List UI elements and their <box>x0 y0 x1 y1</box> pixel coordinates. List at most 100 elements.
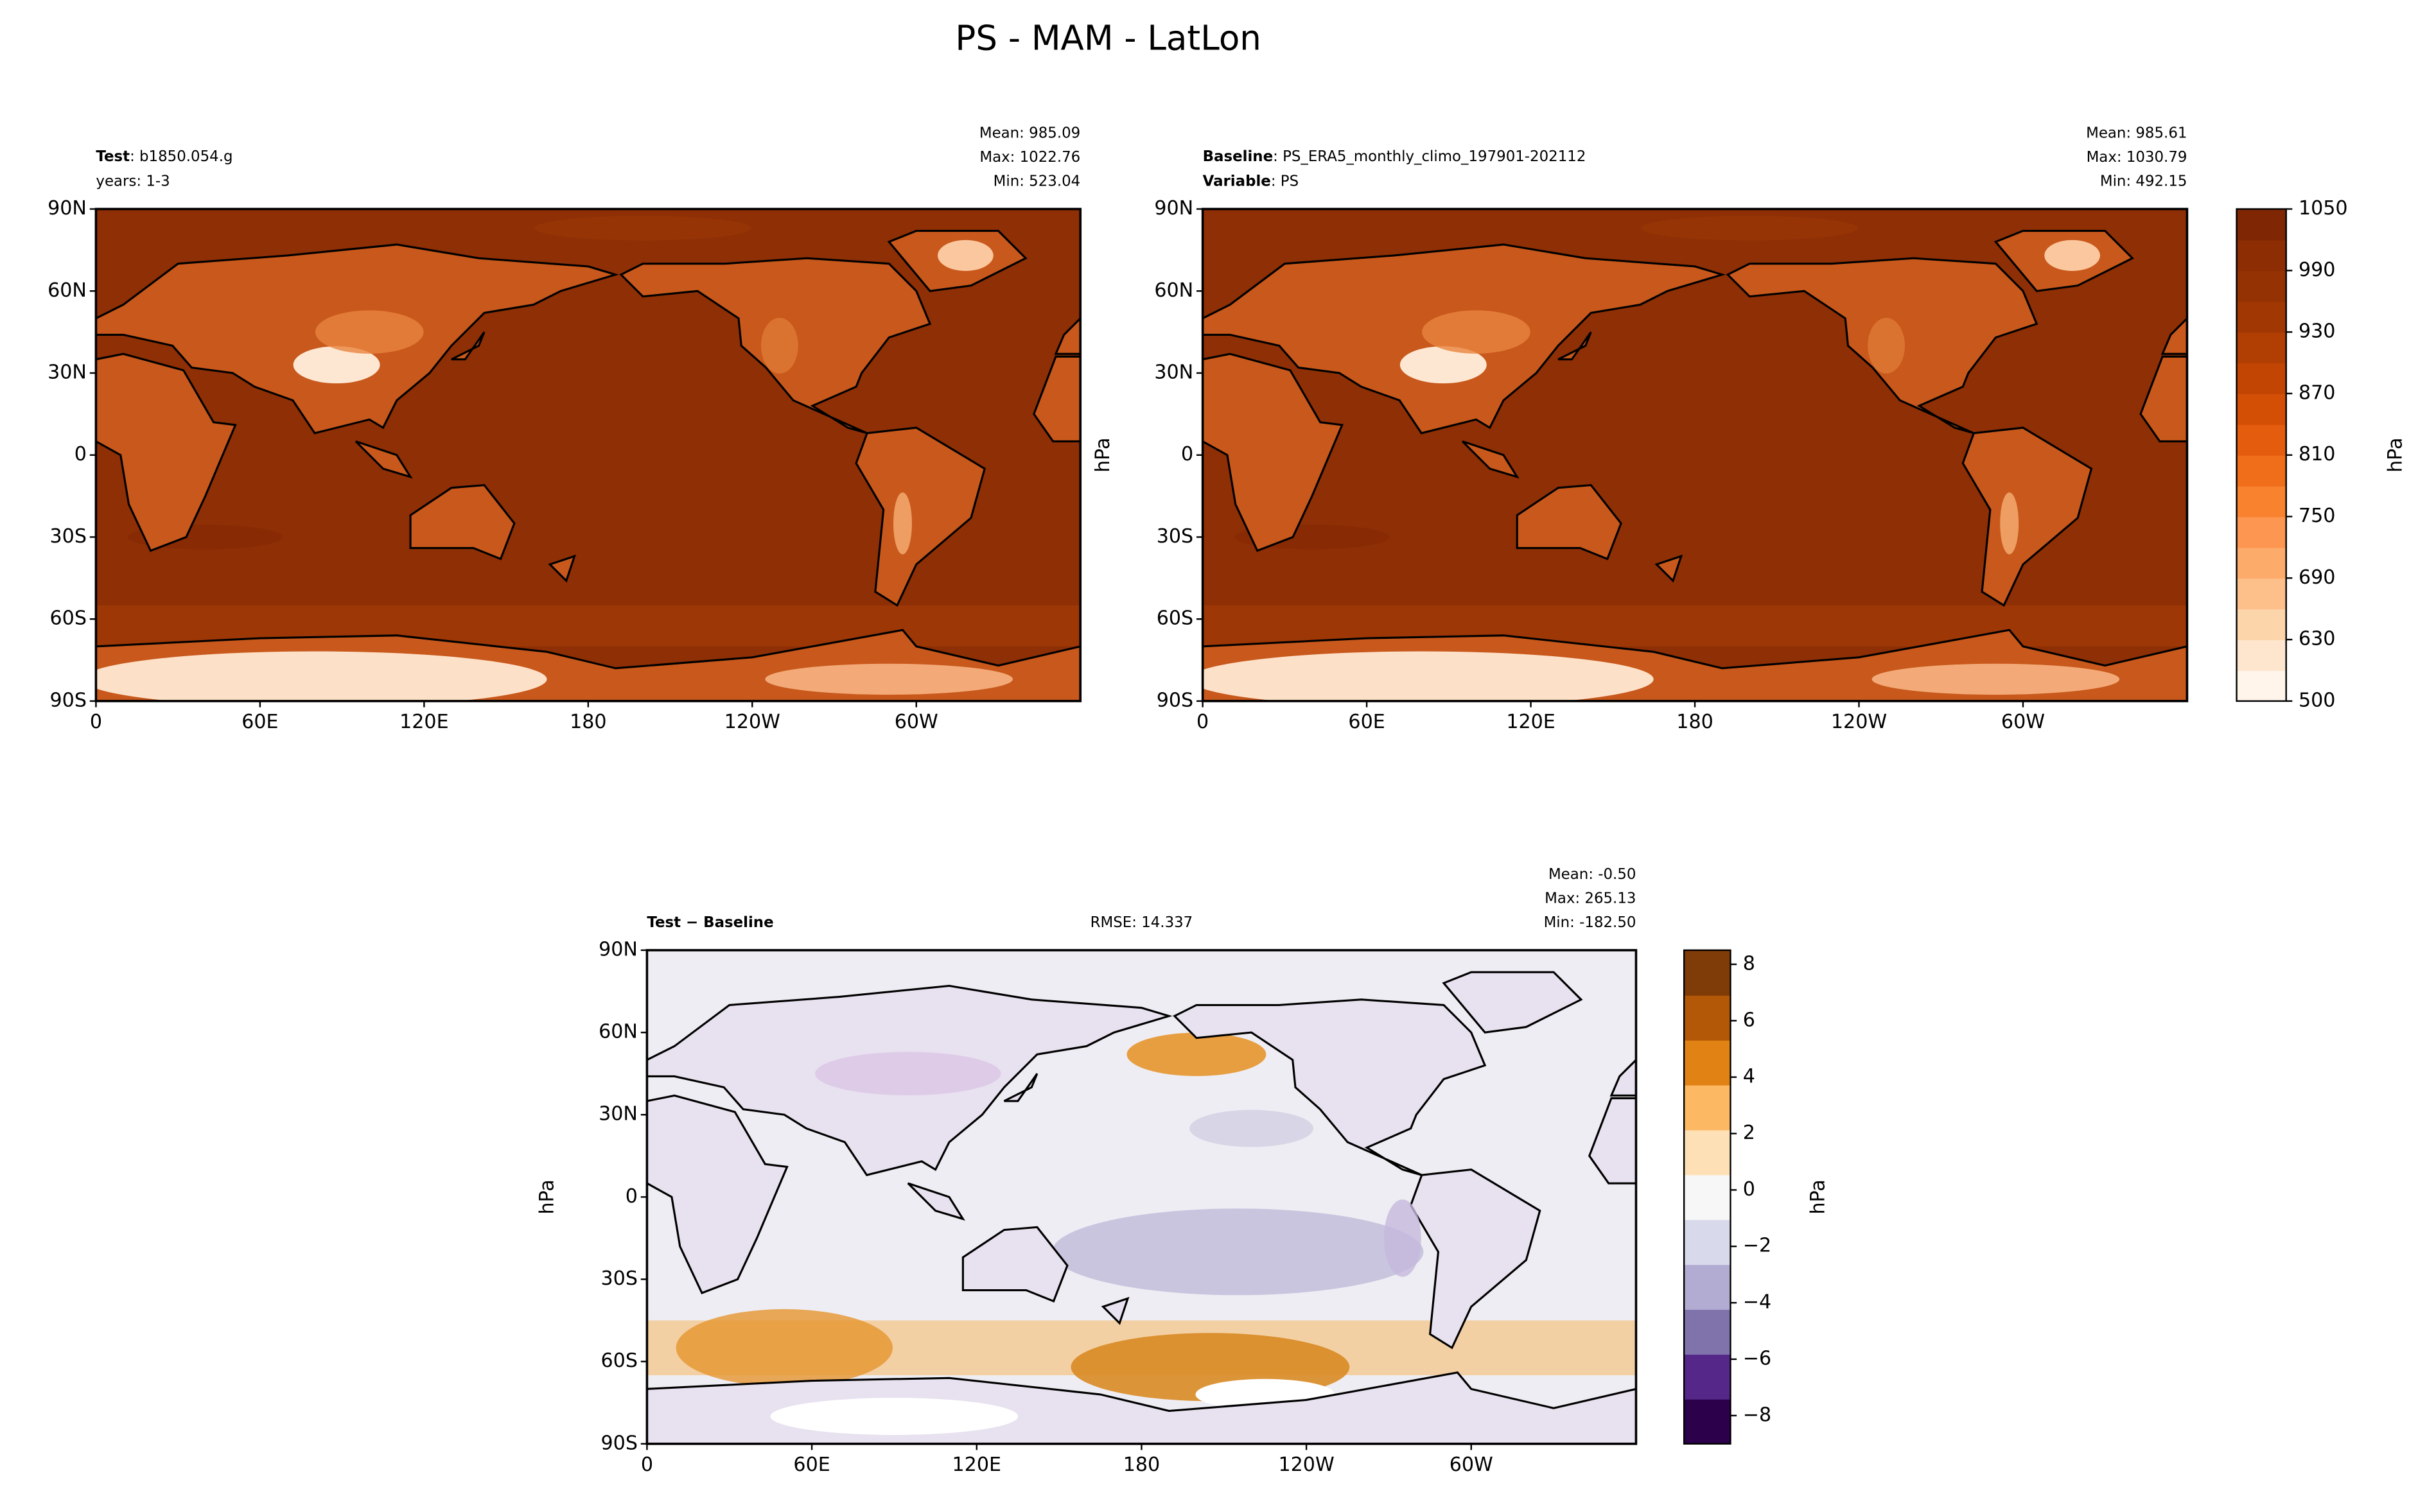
x-tick-label: 120E <box>952 1454 1002 1476</box>
y-tick-label: 60S <box>50 607 87 630</box>
field-blob <box>938 239 994 272</box>
coastline <box>1202 352 1344 552</box>
map-field <box>647 950 1636 1444</box>
stat: Max: 1022.76 <box>979 149 1080 166</box>
field-blob <box>1422 310 1530 354</box>
field-blob <box>676 1309 893 1387</box>
field-blob <box>770 1398 1019 1435</box>
y-axis-label: hPa <box>536 1179 559 1214</box>
field-blob <box>815 1052 1001 1095</box>
y-tick-label: 30N <box>599 1103 638 1125</box>
field-blob <box>1383 1199 1421 1277</box>
x-tick-label: 120W <box>724 711 780 733</box>
stat: Mean: 985.61 <box>2086 125 2187 142</box>
colorbar-tick-label: 0 <box>1743 1178 1755 1201</box>
colorbar-swatch <box>1684 1084 1731 1131</box>
coastline <box>1033 355 1081 443</box>
coastline <box>1409 1169 1541 1350</box>
colorbar-swatch <box>2236 239 2286 272</box>
panel-label: years: 1-3 <box>96 173 170 189</box>
colorbar-tick-label: 8 <box>1743 952 1755 975</box>
colorbar-swatch <box>2236 670 2286 702</box>
colorbar-swatch <box>1684 1129 1731 1176</box>
colorbar-tick-label: −2 <box>1743 1235 1771 1257</box>
x-tick-label: 0 <box>641 1454 653 1476</box>
y-tick-label: 90S <box>601 1432 638 1454</box>
coastline <box>1054 317 1081 355</box>
colorbar-swatch <box>2236 547 2286 579</box>
y-tick-label: 60N <box>48 279 87 302</box>
coastline <box>647 1094 789 1294</box>
y-tick-label: 60S <box>1157 607 1193 630</box>
field-blob <box>1051 1208 1424 1296</box>
colorbar-swatch <box>1684 1353 1731 1400</box>
colorbar-tick-label: 990 <box>2299 259 2335 281</box>
x-tick-label: 60E <box>793 1454 830 1476</box>
colorbar-swatch <box>2236 363 2286 394</box>
y-tick-label: 60N <box>599 1021 638 1043</box>
x-tick-label: 60W <box>895 711 938 733</box>
coastline <box>855 426 986 607</box>
colorbar-swatch <box>1684 1398 1731 1445</box>
colorbar-swatch <box>1684 1309 1731 1355</box>
coastline <box>907 1182 965 1221</box>
stat: Mean: 985.09 <box>979 125 1080 142</box>
coastline <box>1516 483 1622 560</box>
panel-label-text: years: 1-3 <box>96 173 170 189</box>
panel-label-key: Test − Baseline <box>647 914 773 931</box>
panel-label-text: : b1850.054.g <box>130 148 232 165</box>
x-tick-label: 60W <box>1450 1454 1493 1476</box>
x-tick-label: 180 <box>1123 1454 1160 1476</box>
panel-label: Test: b1850.054.g <box>96 148 232 165</box>
x-tick-label: 0 <box>1196 711 1209 733</box>
field-blob <box>760 318 798 374</box>
x-tick-label: 0 <box>90 711 102 733</box>
coastline <box>1003 1073 1038 1102</box>
rmse: RMSE: 14.337 <box>1091 914 1193 931</box>
colorbar-swatch <box>1684 1039 1731 1086</box>
colorbar-tick-label: 690 <box>2299 566 2335 589</box>
stat: Min: 492.15 <box>2100 173 2187 189</box>
stat: Max: 265.13 <box>1545 890 1636 907</box>
colorbar-tick-label: 6 <box>1743 1009 1755 1031</box>
panel-label: Variable: PS <box>1203 173 1299 189</box>
colorbar-tick-label: 810 <box>2299 443 2335 465</box>
colorbar-tick-label: −8 <box>1743 1403 1771 1426</box>
panel-label-text: : PS <box>1271 173 1299 189</box>
stat: Min: -182.50 <box>1544 914 1636 931</box>
colorbar-swatch <box>2236 424 2286 456</box>
panel-label: Baseline: PS_ERA5_monthly_climo_197901-2… <box>1203 148 1586 165</box>
field-blob <box>1126 1032 1266 1077</box>
coastline <box>1557 331 1592 361</box>
y-tick-label: 0 <box>74 443 87 465</box>
field-blob <box>1202 651 1654 701</box>
coastline <box>1101 1296 1130 1325</box>
coastline <box>409 483 516 560</box>
y-tick-label: 0 <box>1181 443 1193 465</box>
map-field <box>96 209 1081 701</box>
coastline <box>1462 440 1520 479</box>
y-tick-label: 60S <box>601 1350 638 1372</box>
y-tick-label: 30S <box>50 525 87 548</box>
field-blob <box>534 216 751 241</box>
x-tick-label: 180 <box>570 711 606 733</box>
colorbar-swatch <box>1684 950 1731 996</box>
stat: Min: 523.04 <box>994 173 1081 189</box>
colorbar-swatch <box>1684 1264 1731 1310</box>
coastline <box>1961 426 2093 607</box>
colorbar-swatch <box>2236 301 2286 333</box>
y-tick-label: 90N <box>1154 197 1193 220</box>
x-tick-label: 60E <box>1348 711 1385 733</box>
colorbar-tick-label: 870 <box>2299 381 2335 404</box>
x-tick-label: 180 <box>1676 711 1713 733</box>
x-tick-label: 60E <box>241 711 278 733</box>
panel-label-key: Baseline <box>1203 148 1273 165</box>
colorbar-swatch <box>2236 332 2286 364</box>
coastline <box>96 352 237 552</box>
field-blob <box>96 651 547 701</box>
y-tick-label: 30S <box>1157 525 1193 548</box>
field-blob <box>315 310 424 354</box>
field-blob <box>293 346 380 384</box>
colorbar-tick-label: −6 <box>1743 1347 1771 1369</box>
colorbar-swatch <box>2236 639 2286 672</box>
